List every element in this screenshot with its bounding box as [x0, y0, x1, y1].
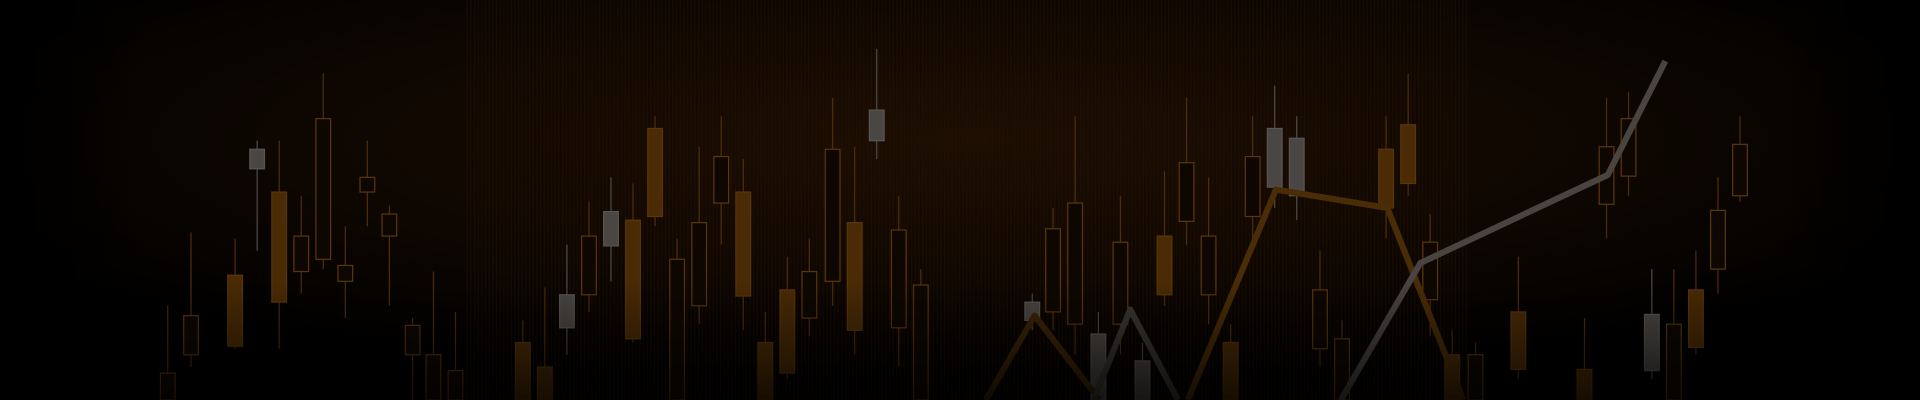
page: (() => { const g = document.getElementBy…: [0, 0, 1920, 400]
banner-background: [0, 0, 1920, 400]
vignette: [0, 0, 1920, 400]
